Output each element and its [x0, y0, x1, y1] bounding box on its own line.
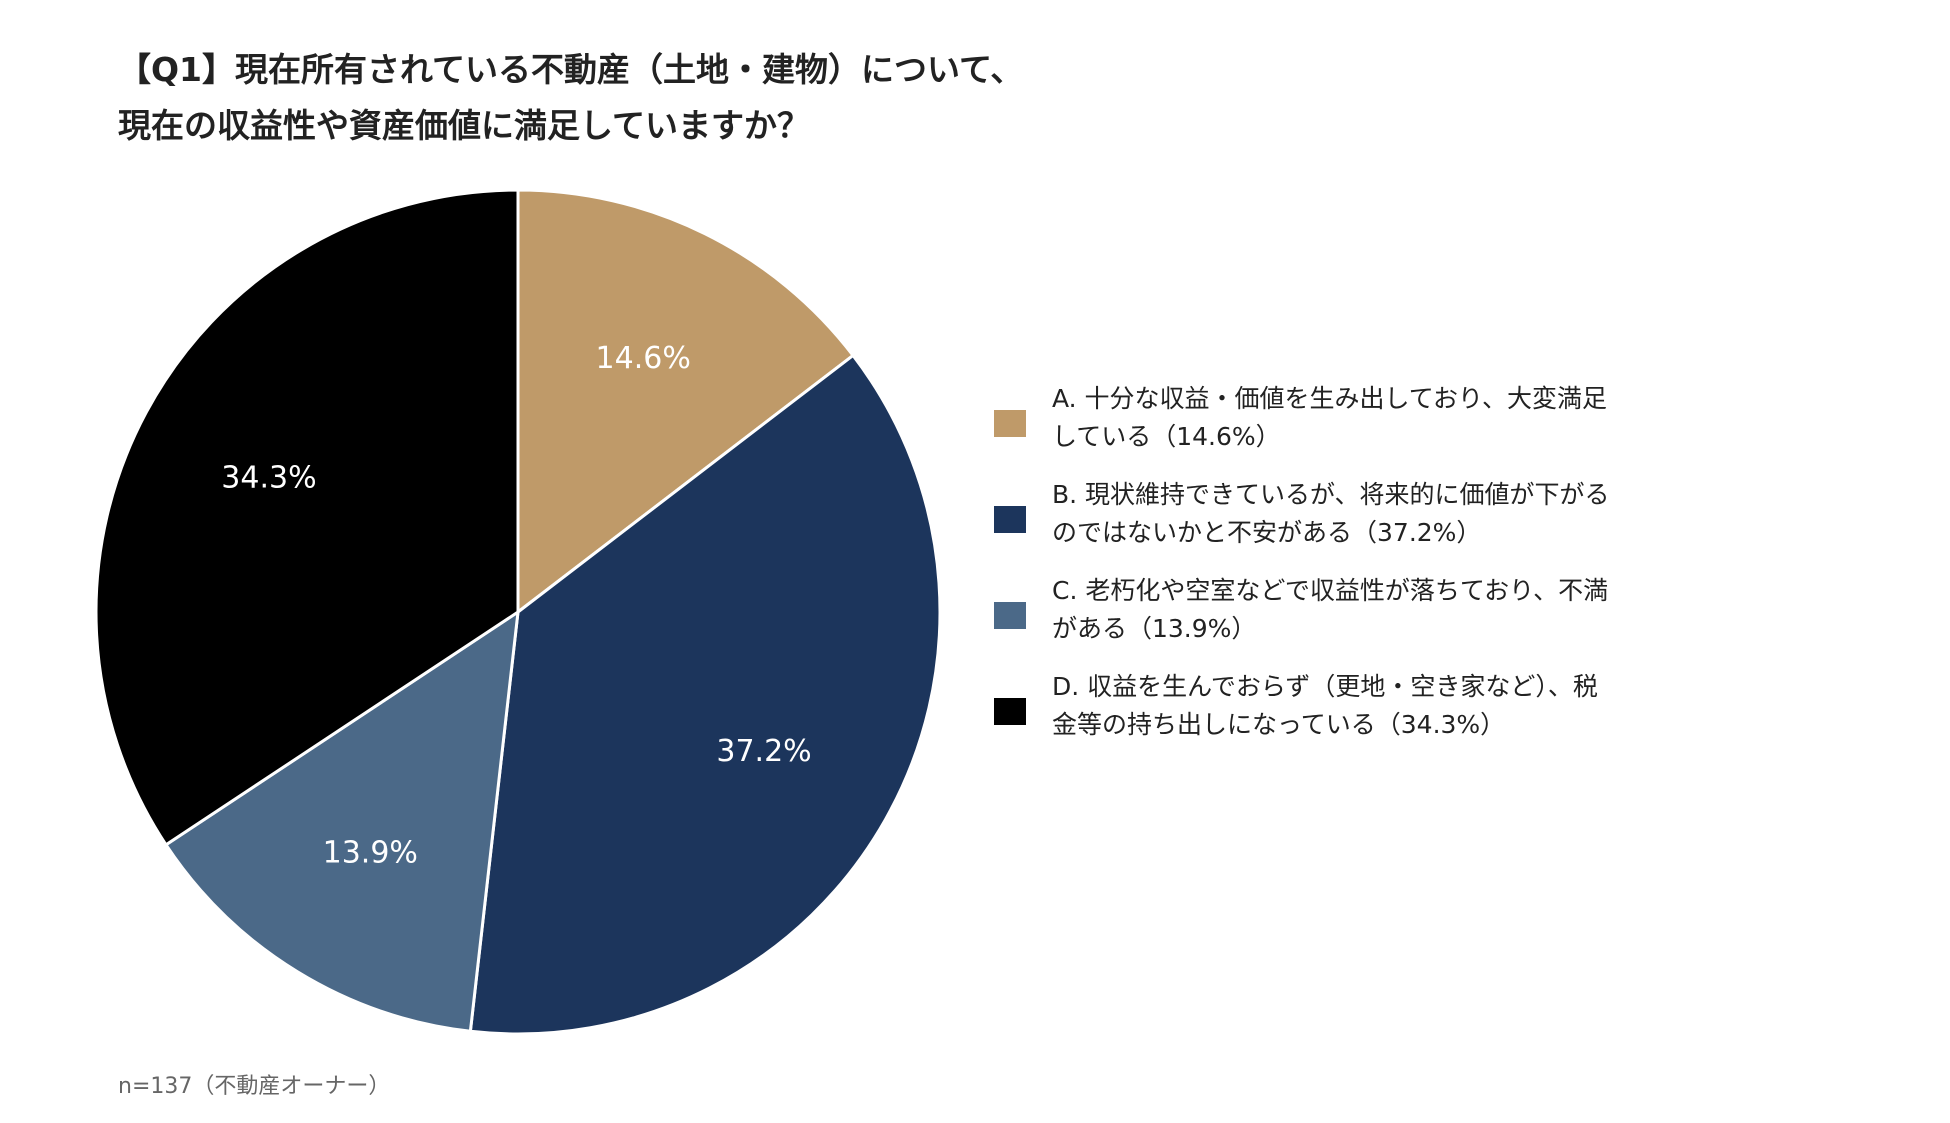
legend-label-a: A. 十分な収益・価値を生み出しており、大変満足 している（14.6%）: [1052, 380, 1710, 456]
pie-slice-c: [164, 610, 520, 1033]
legend-label-a-line-2: している（14.6%）: [1052, 422, 1281, 451]
legend-item-b: B. 現状維持できているが、将来的に価値が下がる のではないかと不安がある（37…: [990, 476, 1710, 572]
chart-title-line-2: 現在の収益性や資産価値に満足していますか？: [118, 106, 811, 145]
legend-swatch-b: [994, 506, 1026, 533]
legend-label-b: B. 現状維持できているが、将来的に価値が下がる のではないかと不安がある（37…: [1052, 476, 1710, 552]
sample-size-note: n=137（不動産オーナー）: [118, 1074, 391, 1099]
legend-label-d: D. 収益を生んでおらず（更地・空き家など）、税 金等の持ち出しになっている（3…: [1052, 668, 1710, 744]
legend-label-c-line-2: がある（13.9%）: [1052, 614, 1257, 643]
data-label-b: 37.2%: [716, 734, 811, 769]
legend-item-c: C. 老朽化や空室などで収益性が落ちており、不満 がある（13.9%）: [990, 572, 1710, 668]
data-label-d: 34.3%: [221, 461, 316, 496]
legend-label-c-line-1: C. 老朽化や空室などで収益性が落ちており、不満: [1052, 576, 1609, 605]
data-label-c: 13.9%: [323, 836, 418, 871]
data-label-a: 14.6%: [596, 341, 691, 376]
chart-title-line-1: 【Q1】現在所有されている不動産（土地・建物）について、: [118, 50, 1024, 89]
legend-label-b-line-2: のではないかと不安がある（37.2%）: [1052, 518, 1482, 547]
legend-label-d-line-2: 金等の持ち出しになっている（34.3%）: [1052, 710, 1506, 739]
pie-slice-d: [94, 188, 520, 847]
legend-label-b-line-1: B. 現状維持できているが、将来的に価値が下がる: [1052, 480, 1610, 509]
legend-swatch-c: [994, 602, 1026, 629]
legend-label-c: C. 老朽化や空室などで収益性が落ちており、不満 がある（13.9%）: [1052, 572, 1710, 648]
legend-label-a-line-1: A. 十分な収益・価値を生み出しており、大変満足: [1052, 384, 1608, 413]
legend-item-d: D. 収益を生んでおらず（更地・空き家など）、税 金等の持ち出しになっている（3…: [990, 668, 1710, 764]
legend-swatch-a: [994, 410, 1026, 437]
chart-title: 【Q1】現在所有されている不動産（土地・建物）について、 現在の収益性や資産価値…: [118, 42, 1023, 154]
legend: A. 十分な収益・価値を生み出しており、大変満足 している（14.6%） B. …: [990, 380, 1710, 764]
pie-chart: 14.6% 37.2% 13.9% 34.3%: [94, 188, 942, 1036]
legend-item-a: A. 十分な収益・価値を生み出しており、大変満足 している（14.6%）: [990, 380, 1710, 476]
pie-slice-a: [516, 188, 855, 614]
pie-slice-b: [468, 353, 942, 1036]
legend-label-d-line-1: D. 収益を生んでおらず（更地・空き家など）、税: [1052, 672, 1598, 701]
legend-swatch-d: [994, 698, 1026, 725]
